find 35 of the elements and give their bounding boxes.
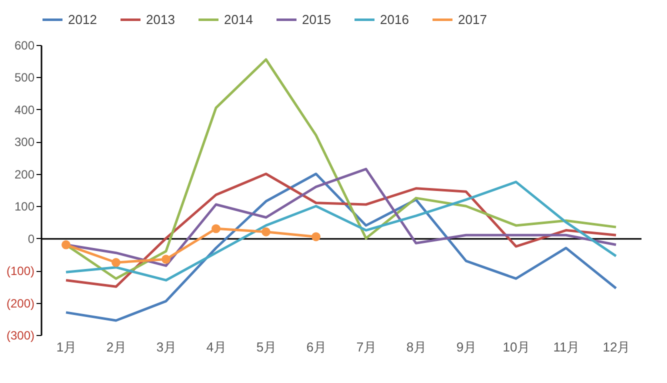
legend-label: 2016 <box>380 12 409 27</box>
legend-label: 2015 <box>302 12 331 27</box>
y-tick-label: 300 <box>14 135 35 150</box>
x-tick-label: 7月 <box>356 340 377 354</box>
point <box>212 224 220 234</box>
x-tick-label: 12月 <box>602 340 630 354</box>
y-tick-label: (200) <box>6 296 34 310</box>
x-tick-label: 9月 <box>456 340 477 354</box>
y-tick-label: 500 <box>14 70 35 85</box>
legend-label: 2017 <box>458 12 487 27</box>
x-tick-label: 5月 <box>256 340 277 354</box>
y-tick-label: (100) <box>6 264 34 278</box>
y-tick-label: 200 <box>14 167 35 182</box>
y-tick-label: 400 <box>14 102 35 117</box>
point <box>262 227 270 236</box>
legend-label: 2013 <box>146 12 175 27</box>
y-tick-label: 0 <box>28 232 35 246</box>
y-tick-label: (300) <box>6 328 34 342</box>
legend-label: 2012 <box>68 12 97 27</box>
point <box>62 240 70 250</box>
point <box>162 254 170 264</box>
y-tick-label: 600 <box>14 38 35 52</box>
x-tick-label: 8月 <box>406 340 427 354</box>
x-tick-label: 11月 <box>553 340 580 354</box>
y-tick-label: 100 <box>14 200 35 214</box>
x-tick-label: 3月 <box>156 340 177 354</box>
legend-label: 2014 <box>224 12 253 27</box>
point <box>112 258 120 267</box>
point <box>312 232 320 242</box>
x-tick-label: 1月 <box>56 340 77 354</box>
line-series <box>64 172 618 322</box>
x-tick-label: 10月 <box>502 340 530 354</box>
x-tick-label: 4月 <box>206 340 227 354</box>
x-tick-label: 6月 <box>306 340 327 354</box>
x-tick-label: 2月 <box>106 340 127 354</box>
